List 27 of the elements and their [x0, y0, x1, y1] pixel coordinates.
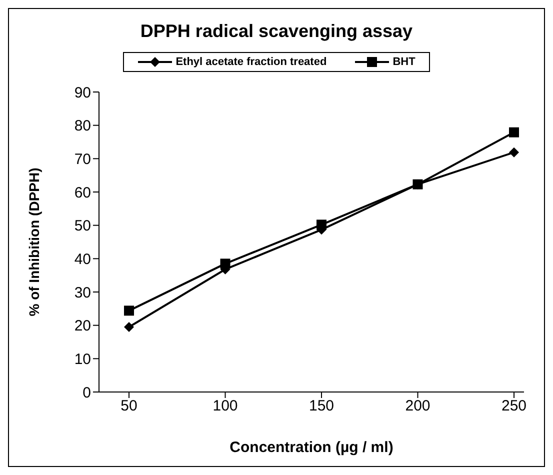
chart-title: DPPH radical scavenging assay — [139, 21, 414, 42]
y-tick-label: 20 — [74, 318, 91, 335]
point — [220, 258, 230, 269]
x-tick-label: 50 — [120, 398, 138, 415]
y-tick-label: 90 — [74, 84, 91, 102]
y-tick-label: 30 — [74, 284, 91, 302]
y-tick-label: 10 — [74, 350, 91, 368]
x-tick-label: 150 — [308, 398, 334, 415]
y-tick-label: 70 — [74, 150, 91, 168]
x-axis-title: Concentration (µg / ml) — [230, 439, 394, 456]
point — [124, 306, 134, 316]
y-axis-title: % of Inhibition (DPPH) — [26, 168, 42, 316]
y-tick-label: 80 — [74, 118, 91, 135]
point — [412, 179, 423, 190]
y-tick-label: 40 — [74, 250, 91, 268]
x-tick-label: 100 — [212, 398, 238, 415]
legend-label: BHT — [392, 56, 416, 68]
x-tick-label: 250 — [501, 398, 527, 415]
y-tick-label: 60 — [74, 184, 91, 202]
point — [124, 322, 134, 332]
legend-label: Ethyl acetate fraction treated — [176, 56, 327, 68]
point — [509, 147, 519, 158]
y-tick-label: 50 — [74, 218, 91, 235]
x-tick-label: 200 — [405, 398, 430, 415]
y-tick-label: 0 — [82, 384, 91, 402]
point — [316, 220, 326, 230]
point — [509, 127, 519, 138]
